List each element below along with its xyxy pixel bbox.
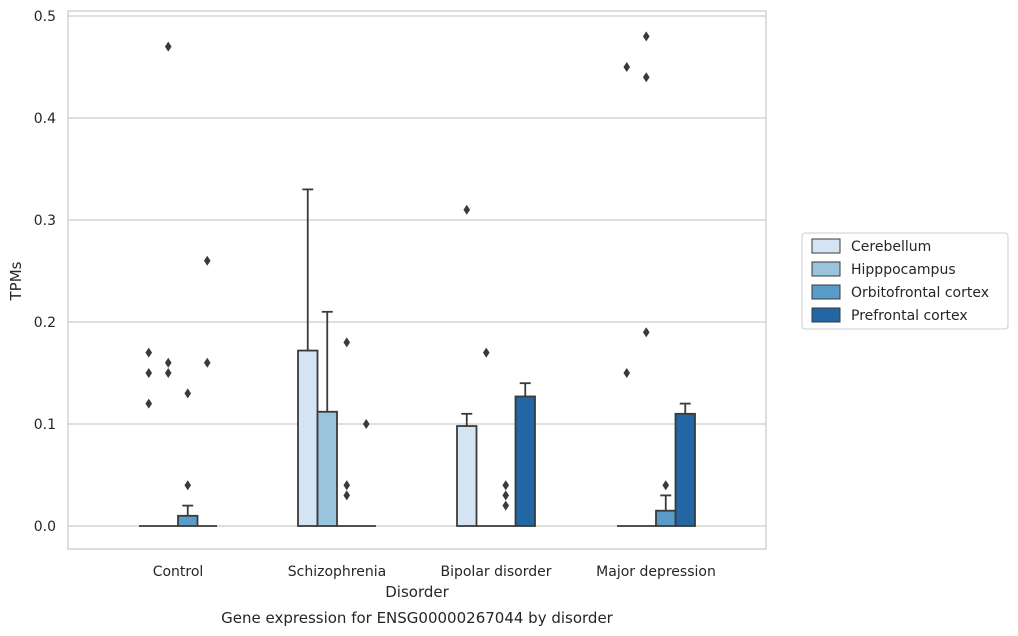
outlier-marker (623, 62, 631, 72)
outlier-marker (203, 357, 211, 368)
bar (514, 395, 536, 527)
outlier-marker (463, 204, 471, 215)
outlier-marker (343, 337, 351, 348)
y-axis-title: TPMs (7, 261, 25, 301)
outlier-marker (502, 480, 510, 491)
outlier-marker (164, 357, 172, 368)
outlier-marker (145, 398, 153, 409)
x-tick-label: Bipolar disorder (440, 564, 551, 580)
outlier-marker (502, 500, 510, 511)
bars (139, 349, 696, 527)
y-tick-label: 0.4 (34, 111, 56, 127)
x-axis-title: Disorder (385, 583, 449, 601)
x-tick-label: Schizophrenia (288, 564, 386, 580)
grid-lines (68, 15, 766, 527)
bar (297, 349, 319, 527)
legend-label: Cerebellum (851, 239, 931, 255)
outlier-markers (145, 31, 670, 511)
legend-swatch (811, 238, 841, 254)
outlier-marker (623, 368, 631, 378)
x-tick-labels: Control Schizophrenia Bipolar disorder Majo… (153, 564, 716, 580)
bar (674, 412, 696, 527)
error-bars (182, 188, 691, 516)
x-tick-label: Control (153, 564, 204, 580)
plot-frame (67, 10, 767, 550)
legend-swatch (811, 261, 841, 277)
x-tick-label: Major depression (596, 564, 716, 580)
chart-caption: Gene expression for ENSG00000267044 by d… (221, 609, 614, 627)
y-tick-label: 0.0 (34, 519, 56, 535)
outlier-marker (343, 490, 351, 501)
outlier-marker (502, 490, 510, 501)
y-tick-label: 0.1 (34, 417, 56, 433)
bar (177, 514, 199, 527)
outlier-marker (164, 41, 172, 52)
outlier-marker (362, 419, 370, 429)
outlier-marker (482, 347, 490, 358)
legend-swatch (811, 307, 841, 323)
outlier-marker (184, 480, 192, 491)
bar (655, 509, 677, 527)
y-tick-label: 0.5 (34, 9, 56, 25)
legend-box (801, 232, 1009, 330)
y-tick-labels: 0.0 0.1 0.2 0.3 0.4 0.5 (34, 9, 56, 535)
y-tick-label: 0.2 (34, 315, 56, 331)
legend-swatch (811, 284, 841, 300)
outlier-marker (642, 31, 650, 42)
bar (456, 425, 478, 527)
outlier-marker (203, 255, 211, 266)
legend-label: Hipppocampus (851, 262, 956, 278)
bar (316, 410, 338, 527)
legend: Cerebellum Hipppocampus Orbitofrontal cort… (801, 232, 1009, 330)
outlier-marker (164, 368, 172, 378)
outlier-marker (145, 368, 153, 378)
legend-label: Prefrontal cortex (851, 308, 968, 324)
outlier-marker (662, 480, 670, 491)
outlier-marker (642, 327, 650, 338)
outlier-marker (145, 347, 153, 358)
outlier-marker (343, 480, 351, 491)
outlier-marker (642, 72, 650, 83)
y-tick-label: 0.3 (34, 213, 56, 229)
outlier-marker (184, 388, 192, 399)
legend-label: Orbitofrontal cortex (851, 285, 989, 301)
